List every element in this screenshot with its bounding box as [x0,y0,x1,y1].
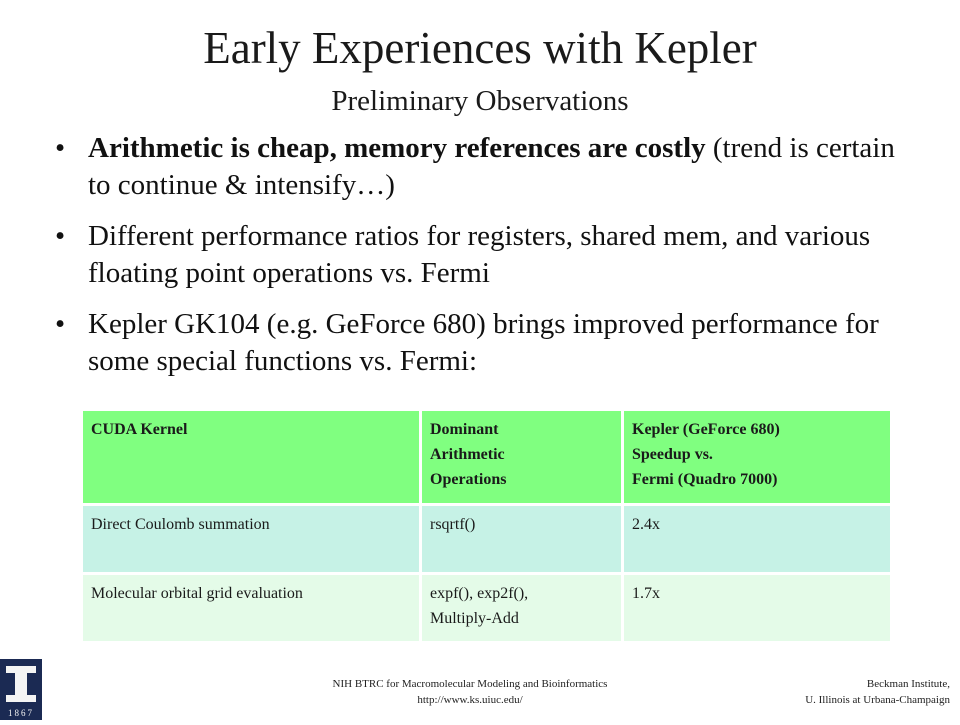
table-row: Molecular orbital grid evaluation expf()… [83,575,890,641]
bullet-bold-text: Arithmetic is cheap, memory references a… [88,132,706,164]
slide-title: Early Experiences with Kepler [203,23,757,73]
header-dominant-operations: Dominant Arithmetic Operations [422,411,621,503]
university-logo: 1867 [0,659,42,720]
cell-line: expf(), exp2f(), [430,585,529,602]
cell-kernel: Direct Coulomb summation [83,506,419,572]
cell-operations: expf(), exp2f(), Multiply-Add [422,575,621,641]
university-of-illinois-logo-icon: 1867 [0,659,42,720]
cell-kernel: Molecular orbital grid evaluation [83,575,419,641]
table-header-row: CUDA Kernel Dominant Arithmetic Operatio… [83,411,890,503]
footer-institute: Beckman Institute, [866,678,950,690]
bullet-text: (trend is certain to continue & intensif… [88,132,895,201]
speedup-table: CUDA Kernel Dominant Arithmetic Operatio… [80,408,893,644]
bullet-icon: • [55,220,66,252]
header-line: Fermi (Quadro 7000) [632,471,778,488]
bullet-text: Different performance ratios for registe… [88,220,871,289]
header-line: CUDA Kernel [91,421,188,438]
footer-program: NIH BTRC for Macromolecular Modeling and… [332,678,608,690]
header-speedup: Kepler (GeForce 680) Speedup vs. Fermi (… [624,411,890,503]
header-line: Speedup vs. [632,446,713,463]
table-row: Direct Coulomb summation rsqrtf() 2.4x [83,506,890,572]
header-line: Dominant [430,421,499,438]
cell-speedup: 2.4x [624,506,890,572]
header-line: Arithmetic [430,446,505,463]
header-line: Operations [430,471,507,488]
footer-center: NIH BTRC for Macromolecular Modeling and… [230,676,710,708]
bullet-item: • Arithmetic is cheap, memory references… [55,130,905,204]
cell-operations: rsqrtf() [422,506,621,572]
logo-year: 1867 [8,708,34,718]
bullet-icon: • [55,308,66,340]
cell-line: rsqrtf() [430,516,476,533]
bullet-text: Kepler GK104 (e.g. GeForce 680) brings i… [88,308,879,377]
cell-speedup: 1.7x [624,575,890,641]
footer-url: http://www.ks.uiuc.edu/ [417,694,523,706]
slide-subtitle: Preliminary Observations [331,85,629,117]
header-line: Kepler (GeForce 680) [632,421,780,438]
bullet-list: • Arithmetic is cheap, memory references… [55,130,905,380]
footer-university: U. Illinois at Urbana-Champaign [805,694,950,706]
footer-right: Beckman Institute, U. Illinois at Urbana… [710,676,950,708]
header-cuda-kernel: CUDA Kernel [83,411,419,503]
bullet-item: • Different performance ratios for regis… [55,218,905,292]
cell-line: Multiply-Add [430,610,519,627]
bullet-item: • Kepler GK104 (e.g. GeForce 680) brings… [55,306,905,380]
bullet-icon: • [55,132,66,164]
